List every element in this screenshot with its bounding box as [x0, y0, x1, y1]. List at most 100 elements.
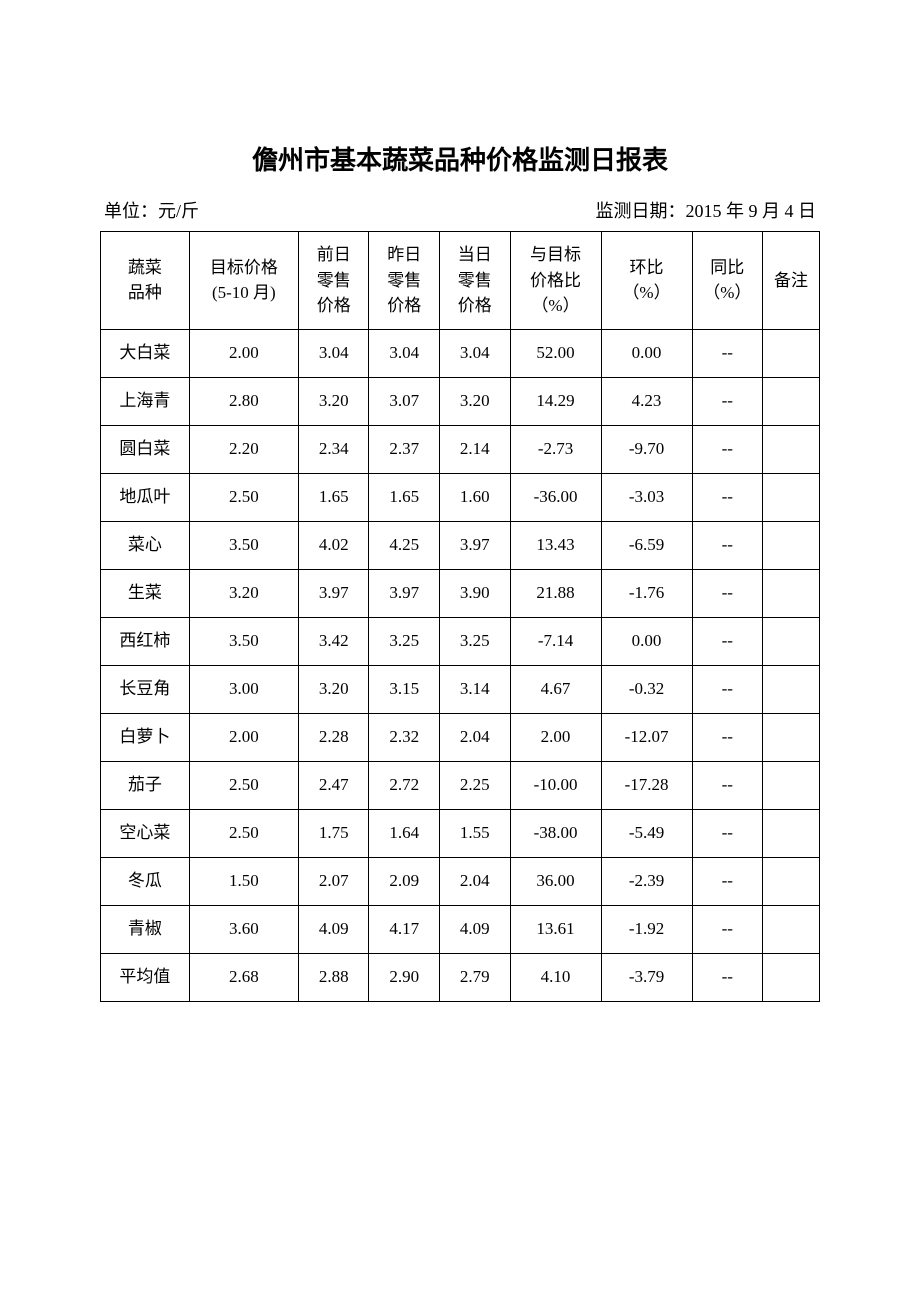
table-cell: 圆白菜: [101, 425, 190, 473]
table-cell: -2.39: [601, 857, 692, 905]
table-cell: --: [692, 761, 763, 809]
table-cell: 3.00: [189, 665, 298, 713]
table-header-cell: 昨日零售价格: [369, 232, 440, 330]
meta-row: 单位：元/斤 监测日期：2015 年 9 月 4 日: [100, 197, 820, 223]
table-cell: 平均值: [101, 953, 190, 1001]
table-row: 白萝卜2.002.282.322.042.00-12.07--: [101, 713, 820, 761]
table-cell: 2.90: [369, 953, 440, 1001]
table-cell: 2.50: [189, 473, 298, 521]
table-cell: 2.34: [298, 425, 369, 473]
table-cell: 3.20: [440, 377, 511, 425]
table-cell: 4.25: [369, 521, 440, 569]
table-cell: --: [692, 809, 763, 857]
table-cell: 1.60: [440, 473, 511, 521]
table-cell: [763, 425, 820, 473]
table-cell: --: [692, 857, 763, 905]
table-row: 西红柿3.503.423.253.25-7.140.00--: [101, 617, 820, 665]
table-cell: 生菜: [101, 569, 190, 617]
table-cell: 3.25: [369, 617, 440, 665]
table-cell: 白萝卜: [101, 713, 190, 761]
table-cell: 52.00: [510, 329, 601, 377]
price-table: 蔬菜品种目标价格(5-10 月)前日零售价格昨日零售价格当日零售价格与目标价格比…: [100, 231, 820, 1002]
table-cell: 青椒: [101, 905, 190, 953]
table-cell: --: [692, 521, 763, 569]
table-row: 冬瓜1.502.072.092.0436.00-2.39--: [101, 857, 820, 905]
table-cell: 2.68: [189, 953, 298, 1001]
table-cell: 3.97: [298, 569, 369, 617]
table-cell: 4.23: [601, 377, 692, 425]
table-cell: -5.49: [601, 809, 692, 857]
table-cell: 2.00: [189, 329, 298, 377]
table-row: 长豆角3.003.203.153.144.67-0.32--: [101, 665, 820, 713]
table-row: 地瓜叶2.501.651.651.60-36.00-3.03--: [101, 473, 820, 521]
table-cell: 3.07: [369, 377, 440, 425]
table-cell: -12.07: [601, 713, 692, 761]
table-cell: 2.50: [189, 761, 298, 809]
table-cell: [763, 713, 820, 761]
table-header-row: 蔬菜品种目标价格(5-10 月)前日零售价格昨日零售价格当日零售价格与目标价格比…: [101, 232, 820, 330]
date-label: 监测日期：2015 年 9 月 4 日: [596, 197, 817, 223]
table-cell: 3.97: [369, 569, 440, 617]
table-cell: [763, 617, 820, 665]
table-cell: 西红柿: [101, 617, 190, 665]
table-cell: --: [692, 617, 763, 665]
table-cell: 2.25: [440, 761, 511, 809]
table-cell: -1.92: [601, 905, 692, 953]
table-cell: -7.14: [510, 617, 601, 665]
page-title: 儋州市基本蔬菜品种价格监测日报表: [100, 140, 820, 177]
table-header-cell: 同比（%）: [692, 232, 763, 330]
table-cell: 2.32: [369, 713, 440, 761]
table-header-cell: 前日零售价格: [298, 232, 369, 330]
table-cell: 2.79: [440, 953, 511, 1001]
table-cell: 4.02: [298, 521, 369, 569]
unit-label: 单位：元/斤: [104, 197, 199, 223]
table-cell: 3.04: [369, 329, 440, 377]
table-cell: 3.42: [298, 617, 369, 665]
table-cell: -3.79: [601, 953, 692, 1001]
table-cell: 1.75: [298, 809, 369, 857]
table-cell: 3.20: [189, 569, 298, 617]
table-cell: 1.50: [189, 857, 298, 905]
table-cell: 3.60: [189, 905, 298, 953]
table-cell: [763, 329, 820, 377]
table-header-cell: 当日零售价格: [440, 232, 511, 330]
table-cell: 4.09: [298, 905, 369, 953]
table-cell: 21.88: [510, 569, 601, 617]
table-header-cell: 与目标价格比（%）: [510, 232, 601, 330]
table-cell: 2.72: [369, 761, 440, 809]
table-cell: --: [692, 905, 763, 953]
table-cell: 3.50: [189, 521, 298, 569]
table-cell: --: [692, 377, 763, 425]
table-header-cell: 备注: [763, 232, 820, 330]
table-cell: 2.47: [298, 761, 369, 809]
table-cell: 上海青: [101, 377, 190, 425]
table-cell: --: [692, 665, 763, 713]
table-cell: 0.00: [601, 617, 692, 665]
table-cell: 茄子: [101, 761, 190, 809]
table-cell: [763, 905, 820, 953]
table-row: 茄子2.502.472.722.25-10.00-17.28--: [101, 761, 820, 809]
table-cell: 3.25: [440, 617, 511, 665]
table-cell: -36.00: [510, 473, 601, 521]
table-cell: 2.14: [440, 425, 511, 473]
table-cell: 2.07: [298, 857, 369, 905]
table-body: 大白菜2.003.043.043.0452.000.00--上海青2.803.2…: [101, 329, 820, 1001]
table-row: 大白菜2.003.043.043.0452.000.00--: [101, 329, 820, 377]
table-cell: 2.09: [369, 857, 440, 905]
table-cell: 3.14: [440, 665, 511, 713]
table-row: 空心菜2.501.751.641.55-38.00-5.49--: [101, 809, 820, 857]
table-cell: 2.04: [440, 713, 511, 761]
table-cell: --: [692, 425, 763, 473]
table-cell: -1.76: [601, 569, 692, 617]
table-cell: 大白菜: [101, 329, 190, 377]
table-cell: 2.88: [298, 953, 369, 1001]
table-cell: 3.20: [298, 665, 369, 713]
table-cell: -10.00: [510, 761, 601, 809]
table-cell: 2.20: [189, 425, 298, 473]
table-row: 生菜3.203.973.973.9021.88-1.76--: [101, 569, 820, 617]
table-cell: -9.70: [601, 425, 692, 473]
table-cell: -38.00: [510, 809, 601, 857]
table-cell: [763, 809, 820, 857]
table-cell: -3.03: [601, 473, 692, 521]
table-cell: 冬瓜: [101, 857, 190, 905]
